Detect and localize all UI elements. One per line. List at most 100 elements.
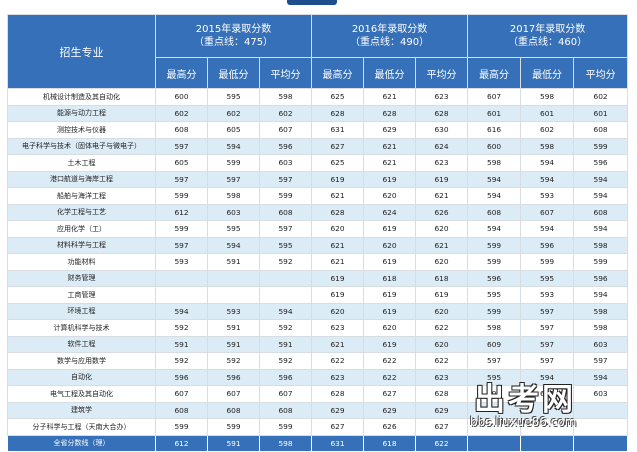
table-row: 电子科学与技术（固体电子与微电子） 597 594 596 627 621 624 600 59… [7,137,629,155]
year-baseline: （重点线：460） [508,37,588,48]
score-cell: 608 [573,203,629,221]
score-cell: 597 [520,335,575,353]
score-cell: 621 [363,88,417,106]
score-cell: 619 [415,286,469,304]
score-cell: 629 [363,121,417,139]
score-cell: 605 [155,154,208,172]
score-cell: 631 [311,121,365,139]
score-cell: 622 [311,352,365,370]
score-cell: 623 [415,154,469,172]
score-cell: 601 [467,104,522,122]
score-cell: 594 [520,220,575,238]
year-baseline: （重点线：475） [193,37,274,48]
score-cell: 594 [573,170,629,188]
score-cell: 629 [415,401,469,419]
score-cell: 592 [258,253,313,271]
table-row: 计算机科学与技术 592 591 592 623 620 622 598 597 598 [7,319,629,337]
score-cell: 620 [415,220,469,238]
score-cell: 603 [467,385,522,403]
score-cell: 594 [258,302,313,320]
score-cell: 592 [207,352,260,370]
year-title: 2015年录取分数 [195,24,272,35]
score-cell: 607 [155,385,208,403]
score-cell [258,286,313,304]
score-cell: 621 [415,236,469,254]
score-cell: 628 [415,104,469,122]
score-cell: 597 [258,170,313,188]
score-cell: 618 [363,434,417,452]
score-cell: 591 [207,319,260,337]
score-cell: 598 [573,302,629,320]
score-cell: 599 [258,418,313,436]
major-name: 分子科学与工程（天南大合办） [7,418,156,436]
score-cell: 607 [467,88,522,106]
score-cell: 622 [415,352,469,370]
score-cell: 599 [155,187,208,205]
score-cell: 599 [207,154,260,172]
score-cell: 620 [363,236,417,254]
score-cell: 619 [363,335,417,353]
score-cell: 600 [155,88,208,106]
score-cell: 597 [207,170,260,188]
score-cell: 602 [573,88,629,106]
score-cell: 608 [155,401,208,419]
score-cell: 602 [258,104,313,122]
score-cell: 594 [467,187,522,205]
year-title: 2017年录取分数 [509,24,586,35]
score-cell: 594 [467,220,522,238]
table-row: 船舶与海洋工程 599 598 599 621 620 621 594 593 594 [7,187,629,205]
score-cell: 603 [573,385,629,403]
score-cell: 626 [363,418,417,436]
score-cell: 608 [258,401,313,419]
major-name: 计算机科学与技术 [7,319,156,337]
score-cell: 592 [258,352,313,370]
score-cell: 608 [258,203,313,221]
score-cell: 599 [155,418,208,436]
major-name: 港口航道与海岸工程 [7,170,156,188]
score-cell: 597 [155,236,208,254]
score-cell: 596 [573,154,629,172]
major-name: 数学与应用数学 [7,352,156,370]
score-cell: 628 [363,104,417,122]
score-cell: 625 [311,154,365,172]
avg-score-header: 平均分 [258,57,313,89]
score-cell: 602 [520,121,575,139]
score-cell: 621 [311,236,365,254]
score-cell [155,286,208,304]
score-cell: 594 [207,236,260,254]
score-cell: 592 [155,352,208,370]
score-cell: 593 [207,302,260,320]
score-cell: 599 [573,253,629,271]
score-cell: 620 [415,253,469,271]
score-cell: 621 [311,335,365,353]
table-row: 建筑学 608 608 608 629 629 629 [7,401,629,419]
score-cell: 625 [311,88,365,106]
score-cell: 595 [467,286,522,304]
min-score-header: 最低分 [363,57,417,89]
score-cell: 619 [363,170,417,188]
score-cell: 607 [207,385,260,403]
year-2015-header: 2015年录取分数 （重点线：475） [154,14,313,58]
score-cell: 626 [415,203,469,221]
score-cell: 598 [467,319,522,337]
summary-row: 全省分数线（理） 612 591 598 631 618 622 [7,434,629,452]
min-score-header: 最低分 [207,57,260,89]
major-name: 环境工程 [7,302,156,320]
major-name: 建筑学 [7,401,156,419]
table-row: 土木工程 605 599 603 625 621 623 598 594 596 [7,154,629,172]
score-cell: 598 [573,236,629,254]
score-cell: 599 [573,137,629,155]
score-cell: 594 [520,368,575,386]
score-cell [155,269,208,287]
table-row: 测控技术与仪器 608 605 607 631 629 630 616 602 608 [7,121,629,139]
score-cell: 602 [207,104,260,122]
major-name: 化学工程与工艺 [7,203,156,221]
score-cell: 599 [258,187,313,205]
score-cell: 623 [311,319,365,337]
score-cell: 623 [415,88,469,106]
score-cell: 612 [155,203,208,221]
score-cell: 619 [363,286,417,304]
score-cell: 596 [258,137,313,155]
score-cell: 595 [207,220,260,238]
score-cell: 596 [207,368,260,386]
